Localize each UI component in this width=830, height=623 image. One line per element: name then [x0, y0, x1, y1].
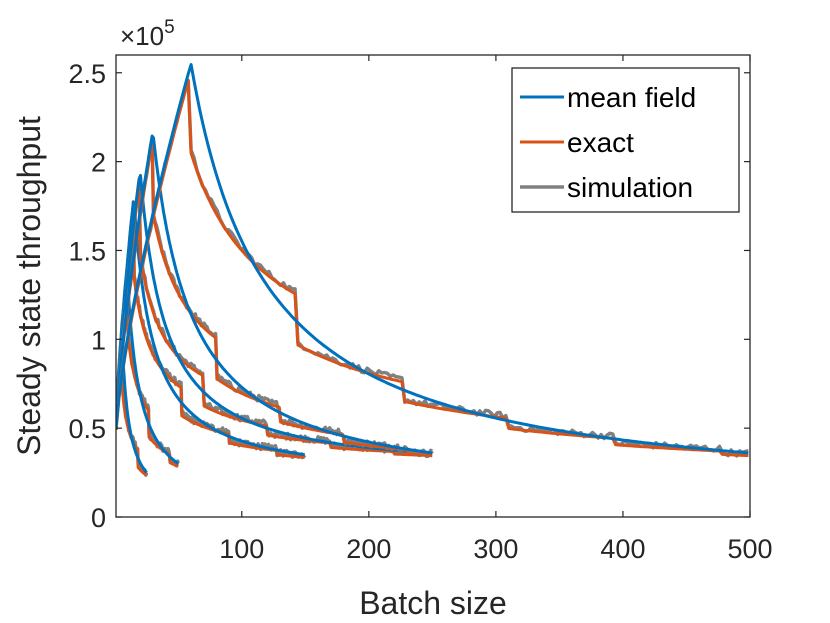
- legend-label-mean-field: mean field: [567, 82, 696, 113]
- mean-field-line-3: [116, 200, 306, 457]
- legend-label-simulation: simulation: [567, 172, 693, 203]
- y-multiplier-base: ×10: [120, 21, 164, 51]
- ticks-group: 100 200 300 400 500 0 0.5 1 1.5 2 2.5: [68, 55, 773, 564]
- y-tick-label: 1.5: [68, 236, 106, 266]
- legend-label-exact: exact: [567, 127, 634, 158]
- y-tick-label: 0: [91, 503, 106, 533]
- x-tick-label: 500: [727, 534, 772, 564]
- x-axis-label: Batch size: [359, 585, 507, 621]
- mean-field-line-6: [116, 63, 749, 455]
- y-tick-label: 0.5: [68, 414, 106, 444]
- mean-field-line-4: [116, 173, 433, 455]
- y-axis-label: Steady state throughput: [11, 116, 47, 456]
- x-tick-label: 300: [473, 534, 518, 564]
- x-tick-label: 100: [219, 534, 264, 564]
- exact-line-4: [116, 182, 433, 458]
- y-multiplier-exponent: 5: [164, 17, 175, 38]
- y-tick-label: 1: [91, 325, 106, 355]
- series-group: [116, 63, 749, 477]
- x-tick-label: 400: [600, 534, 645, 564]
- y-tick-label: 2.5: [68, 59, 106, 89]
- exact-line-5: [116, 140, 433, 458]
- y-tick-label: 2: [91, 148, 106, 178]
- exact-line-6: [116, 79, 749, 458]
- mean-field-line-5: [116, 134, 433, 455]
- axes-box: [115, 54, 751, 518]
- x-tick-label: 200: [346, 534, 391, 564]
- legend: mean field exact simulation: [511, 67, 740, 213]
- y-multiplier: ×105: [120, 17, 175, 51]
